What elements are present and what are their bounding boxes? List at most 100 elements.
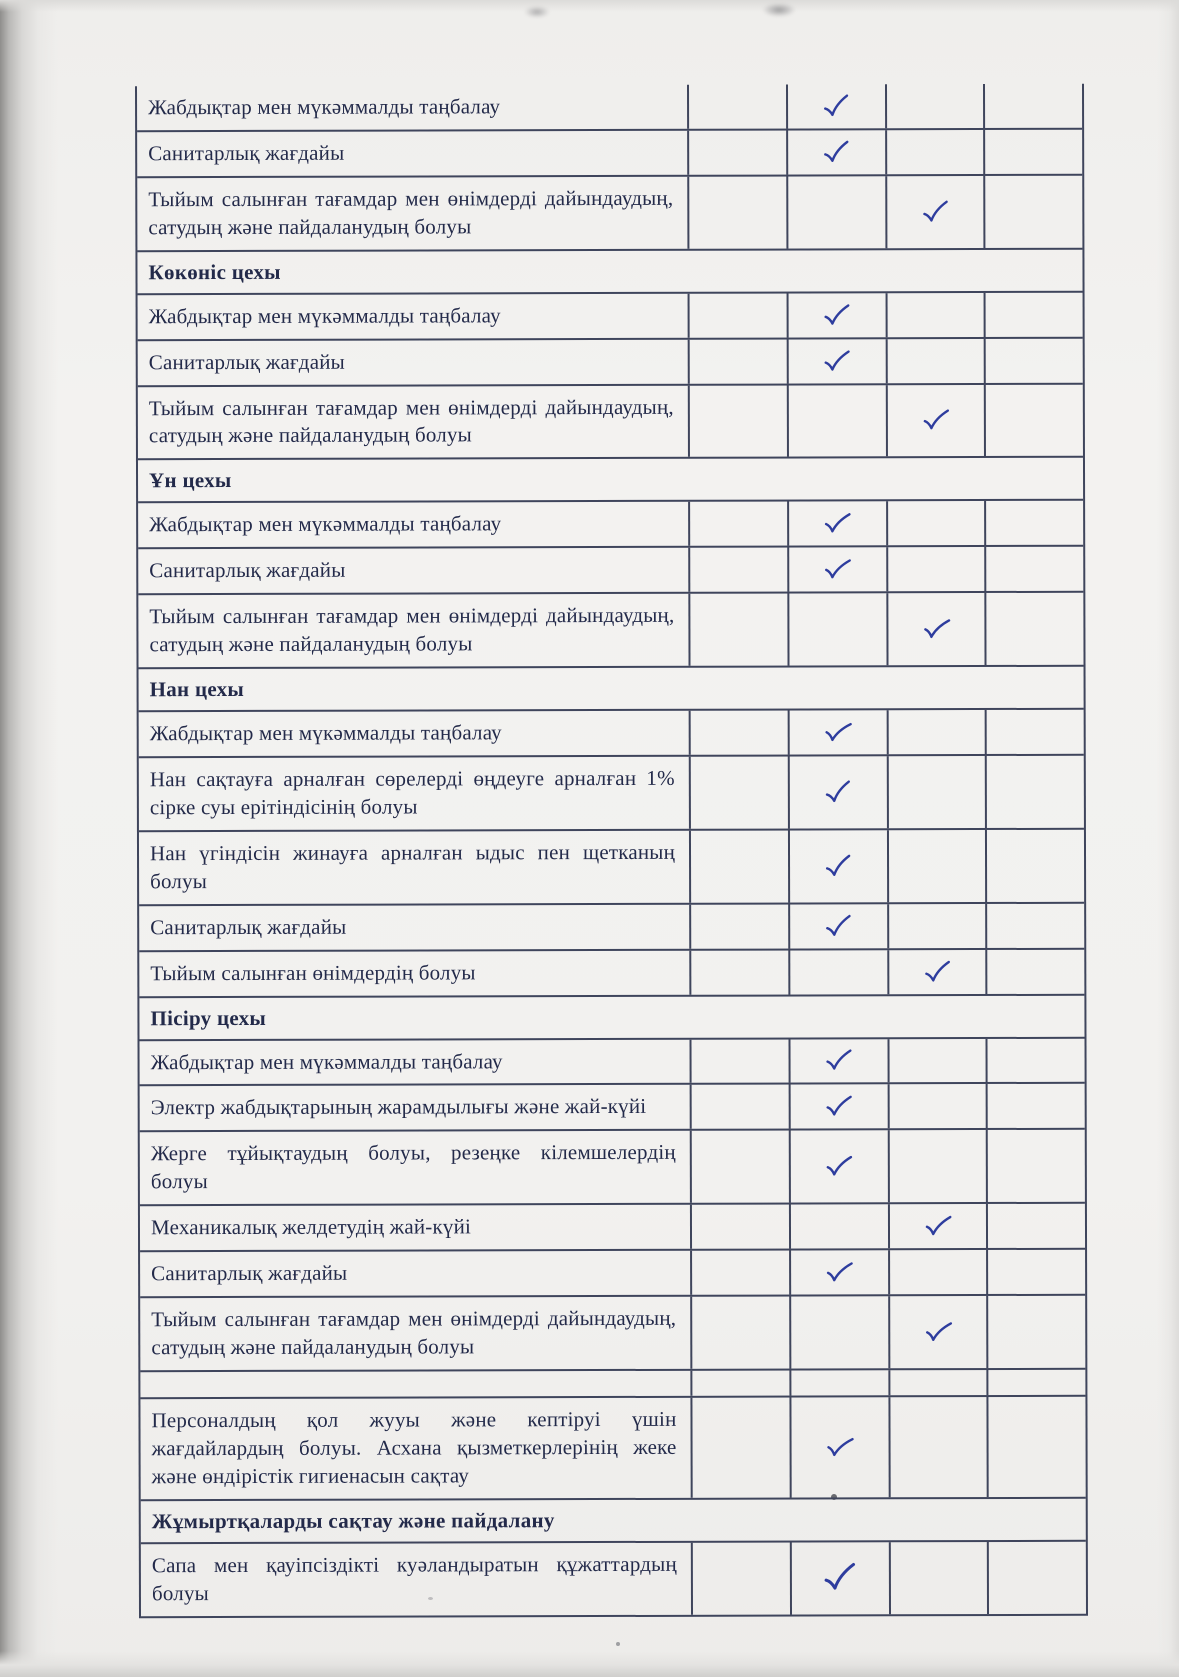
scan-edge-top	[0, 0, 1179, 12]
check-cell-1	[688, 710, 788, 755]
check-cell-4	[987, 1541, 1087, 1614]
check-cell-4	[986, 1249, 1086, 1295]
check-cell-1	[690, 1296, 790, 1369]
section-header-row: Ұн цехы	[137, 458, 1084, 504]
check-cell-4	[985, 903, 1085, 948]
check-cell-3	[885, 501, 985, 546]
scan-edge-right	[1157, 0, 1179, 1677]
table-row: Жабдықтар мен мүкәммалды таңбалау	[137, 292, 1083, 341]
table-row: Электр жабдықтарының жарамдылығы және жа…	[139, 1084, 1085, 1133]
check-cell-4	[983, 292, 1083, 337]
table-row	[140, 1369, 1086, 1400]
criterion-label: Тыйым салынған тағамдар мен өнімдерді да…	[148, 394, 674, 448]
check-cell-3	[887, 1369, 987, 1396]
checkmark-icon	[826, 854, 851, 876]
scan-smudge	[762, 3, 796, 17]
check-cell-3	[887, 1396, 987, 1497]
criterion-label: Санитарлық жағдайы	[148, 349, 345, 374]
section-header-row: Пісіру цехы	[139, 995, 1085, 1041]
table-row: Персоналдың қол жууы және кептіруі үшін …	[140, 1396, 1086, 1501]
checkmark-icon	[826, 1096, 852, 1117]
check-cell-3	[888, 1541, 988, 1614]
criterion-label: Жабдықтар мен мүкәммалды таңбалау	[150, 1048, 503, 1074]
check-cell-3	[887, 1204, 987, 1249]
table-row: Жабдықтар мен мүкәммалды таңбалау	[138, 709, 1084, 759]
criterion-label: Механикалық желдетудің жай-күйі	[150, 1214, 472, 1240]
check-cell-1	[688, 830, 788, 903]
criterion-label: Электр жабдықтарының жарамдылығы және жа…	[150, 1094, 647, 1120]
check-cell-1	[689, 1130, 789, 1203]
scan-edge-left	[0, 0, 58, 1677]
check-cell-2	[786, 338, 886, 384]
check-cell-3	[885, 384, 985, 457]
check-cell-1	[689, 1084, 789, 1130]
check-cell-1	[687, 130, 786, 175]
checkmark-icon	[826, 914, 851, 936]
section-header-row: Жұмыртқаларды сақтау және пайдалану	[140, 1498, 1086, 1544]
checkmark-icon	[925, 1322, 952, 1341]
check-cell-4	[985, 829, 1085, 902]
check-cell-3	[886, 756, 986, 829]
table-row: Тыйым салынған өнімдердің болуы	[139, 949, 1085, 998]
criterion-label: Санитарлық жағдайы	[150, 914, 347, 939]
check-cell-1	[686, 84, 786, 129]
check-cell-3	[885, 547, 985, 592]
checkmark-icon	[824, 350, 850, 371]
check-cell-2	[788, 1038, 888, 1083]
criterion-label: Сапа мен қауіпсіздікті куәландыратын құж…	[151, 1551, 677, 1605]
ink-speck	[428, 1597, 433, 1600]
checkmark-icon	[825, 513, 851, 533]
table-row: Нан сақтауға арналған сөрелерді өңдеуге …	[138, 755, 1084, 833]
checkmark-icon	[824, 1563, 856, 1590]
check-cell-1	[688, 756, 788, 829]
check-cell-1	[689, 1039, 789, 1084]
checkmark-icon	[924, 619, 951, 639]
table-row: Тыйым салынған тағамдар мен өнімдерді да…	[140, 1295, 1086, 1373]
criterion-label: Санитарлық жағдайы	[151, 1260, 348, 1286]
checkmark-icon	[825, 780, 851, 802]
table-row: Механикалық желдетудің жай-күйі	[139, 1203, 1086, 1253]
check-cell-1	[690, 1250, 789, 1295]
section-title: Ұн цехы	[149, 468, 232, 493]
check-cell-4	[985, 1130, 1085, 1203]
checkmark-icon	[824, 94, 849, 116]
criterion-label: Нан үгіндісін жинауға арналған ыдыс пен …	[149, 839, 676, 893]
check-cell-4	[984, 592, 1084, 666]
criterion-label: Жабдықтар мен мүкәммалды таңбалау	[148, 94, 501, 120]
check-cell-2	[788, 1250, 888, 1295]
section-header-row: Нан цехы	[138, 666, 1084, 713]
check-cell-2	[787, 593, 887, 666]
table-row: Сапа мен қауіпсіздікті куәландыратын құж…	[140, 1541, 1087, 1618]
criterion-label: Жабдықтар мен мүкәммалды таңбалау	[149, 511, 502, 537]
criterion-label: Санитарлық жағдайы	[148, 140, 345, 166]
check-cell-4	[983, 338, 1083, 383]
check-cell-3	[886, 949, 986, 994]
check-cell-3	[885, 338, 985, 383]
check-cell-4	[986, 1396, 1086, 1497]
check-cell-3	[886, 710, 986, 755]
criterion-label: Жерге тұйықтаудың болуы, резеңке кілемше…	[150, 1140, 676, 1194]
table-row: Жабдықтар мен мүкәммалды таңбалау	[138, 501, 1084, 550]
ink-speck	[831, 1494, 837, 1500]
check-cell-3	[884, 129, 984, 175]
check-cell-1	[690, 1370, 790, 1396]
check-cell-1	[687, 385, 787, 458]
check-cell-3	[886, 829, 986, 902]
checkmark-icon	[923, 409, 949, 430]
ink-speck	[616, 1642, 620, 1646]
checkmark-icon	[825, 559, 852, 579]
check-cell-2	[785, 176, 885, 249]
checkmark-icon	[925, 960, 950, 982]
table-row: Санитарлық жағдайы	[139, 903, 1085, 952]
check-cell-4	[984, 384, 1083, 457]
check-cell-4	[985, 949, 1085, 994]
check-cell-3	[887, 1250, 987, 1295]
check-cell-2	[787, 756, 887, 829]
table-row: Тыйым салынған тағамдар мен өнімдерді да…	[138, 592, 1084, 670]
table-row: Санитарлық жағдайы	[137, 129, 1083, 179]
check-cell-1	[689, 904, 789, 949]
criterion-label: Тыйым салынған өнімдердің болуы	[150, 959, 476, 985]
checkmark-icon	[824, 303, 850, 325]
check-cell-1	[689, 1204, 789, 1249]
criterion-label: Жабдықтар мен мүкәммалды таңбалау	[148, 302, 501, 328]
